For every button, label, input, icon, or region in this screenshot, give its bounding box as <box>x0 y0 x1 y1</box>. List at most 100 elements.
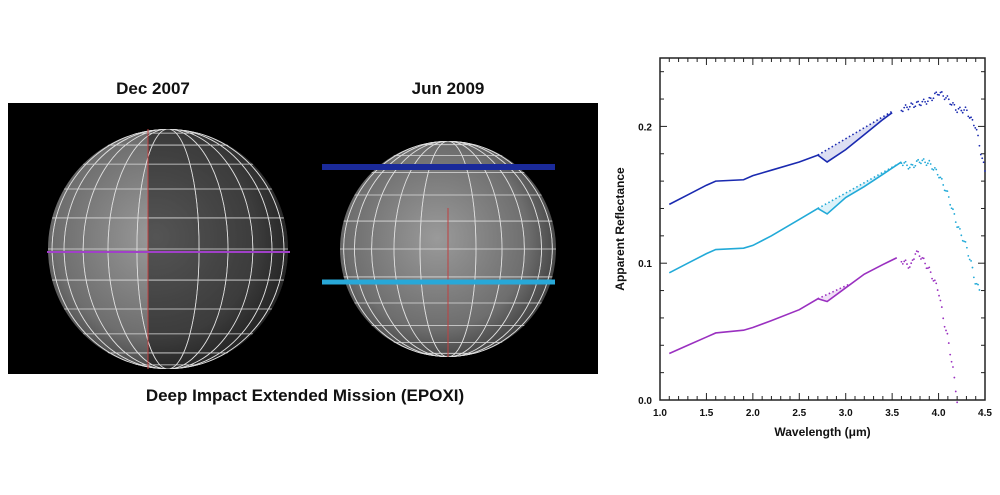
series-point <box>947 342 950 344</box>
series-point <box>974 127 977 129</box>
series-point <box>957 226 960 228</box>
series-point <box>900 260 903 263</box>
series-point <box>945 329 947 332</box>
series-point <box>920 258 922 260</box>
series-point <box>977 134 979 137</box>
series-point <box>956 111 959 114</box>
series-point <box>938 94 940 96</box>
series-point <box>914 253 917 255</box>
series-point <box>954 221 957 224</box>
spectrum-chart: 1.0 1.5 2.0 2.5 3.0 3.5 4.0 4.5 0.0 0.1 0.2 Wavelen… <box>613 57 992 439</box>
series-point <box>910 262 913 265</box>
series-point <box>926 267 929 270</box>
series-point <box>945 190 947 192</box>
series-point <box>949 103 952 106</box>
series-point <box>974 282 977 285</box>
series-point <box>954 390 957 393</box>
series-point <box>947 98 950 101</box>
series-point <box>936 173 939 176</box>
series-point <box>959 106 961 109</box>
series-point <box>901 262 904 265</box>
moon-images <box>8 103 598 374</box>
series-point <box>903 162 906 164</box>
continuum-line <box>817 164 898 210</box>
series-point <box>953 376 956 379</box>
series-point <box>913 166 915 169</box>
series-point <box>928 159 931 162</box>
series-point <box>970 260 972 262</box>
series-point <box>929 163 932 165</box>
series-point <box>928 96 931 99</box>
series-point <box>933 279 936 282</box>
series-point <box>953 213 956 215</box>
right-image-title: Jun 2009 <box>411 79 485 98</box>
series-point <box>954 109 957 111</box>
series-point <box>933 92 936 95</box>
absorption-band-fill <box>817 164 897 214</box>
series-point <box>936 289 939 291</box>
series-point <box>924 100 927 103</box>
series-point <box>925 103 928 105</box>
series-point <box>924 262 927 265</box>
series-point <box>981 157 984 160</box>
series-point <box>946 190 949 192</box>
series-point <box>938 176 940 179</box>
series-point <box>960 109 963 112</box>
series-point <box>907 167 910 170</box>
series-point <box>922 98 925 101</box>
series-point <box>982 161 985 164</box>
series-point <box>963 240 966 243</box>
series-point <box>978 144 981 147</box>
series-point <box>967 115 970 118</box>
series-point <box>915 101 918 104</box>
series-point <box>917 158 920 161</box>
series-point <box>956 226 959 229</box>
series-point <box>906 164 908 167</box>
series-point <box>964 240 967 243</box>
series-point <box>928 266 931 269</box>
series-point <box>968 117 971 119</box>
series-point <box>977 283 979 286</box>
series-point <box>914 164 917 167</box>
series-point <box>932 97 935 100</box>
series-point <box>957 107 960 110</box>
series-point <box>972 276 975 279</box>
series-point <box>949 353 952 356</box>
series-point <box>906 106 908 109</box>
series-point <box>979 153 982 156</box>
series-point <box>913 258 915 260</box>
series-point <box>932 279 935 282</box>
series-point <box>920 104 922 107</box>
series-point <box>931 99 933 102</box>
series-point <box>921 100 924 103</box>
y-axis-label: Apparent Reflectance <box>613 167 627 291</box>
series-point <box>953 103 956 106</box>
series-point <box>952 101 954 104</box>
series-point <box>943 325 946 328</box>
series-point <box>917 100 920 103</box>
series-point <box>901 164 904 167</box>
series-point <box>942 95 945 97</box>
series-point <box>965 109 968 112</box>
plot-frame <box>659 57 986 401</box>
series-point <box>939 176 942 179</box>
series-point <box>943 98 946 101</box>
series-point <box>971 266 974 269</box>
series-line <box>668 161 902 274</box>
x-tick-label: 4.5 <box>978 408 992 419</box>
series-point <box>903 260 906 263</box>
series-point <box>932 168 935 171</box>
series-point <box>984 170 986 172</box>
series-point <box>956 401 959 404</box>
series-point <box>967 255 970 257</box>
series-point <box>907 267 910 269</box>
series-point <box>908 166 911 169</box>
series-point <box>963 109 966 111</box>
series-point <box>952 366 954 368</box>
series-point <box>971 118 974 121</box>
absorption-band-fill <box>817 283 851 302</box>
series-point <box>903 106 906 109</box>
series-point <box>914 105 917 108</box>
series-point <box>904 104 907 106</box>
series-point <box>950 207 953 210</box>
